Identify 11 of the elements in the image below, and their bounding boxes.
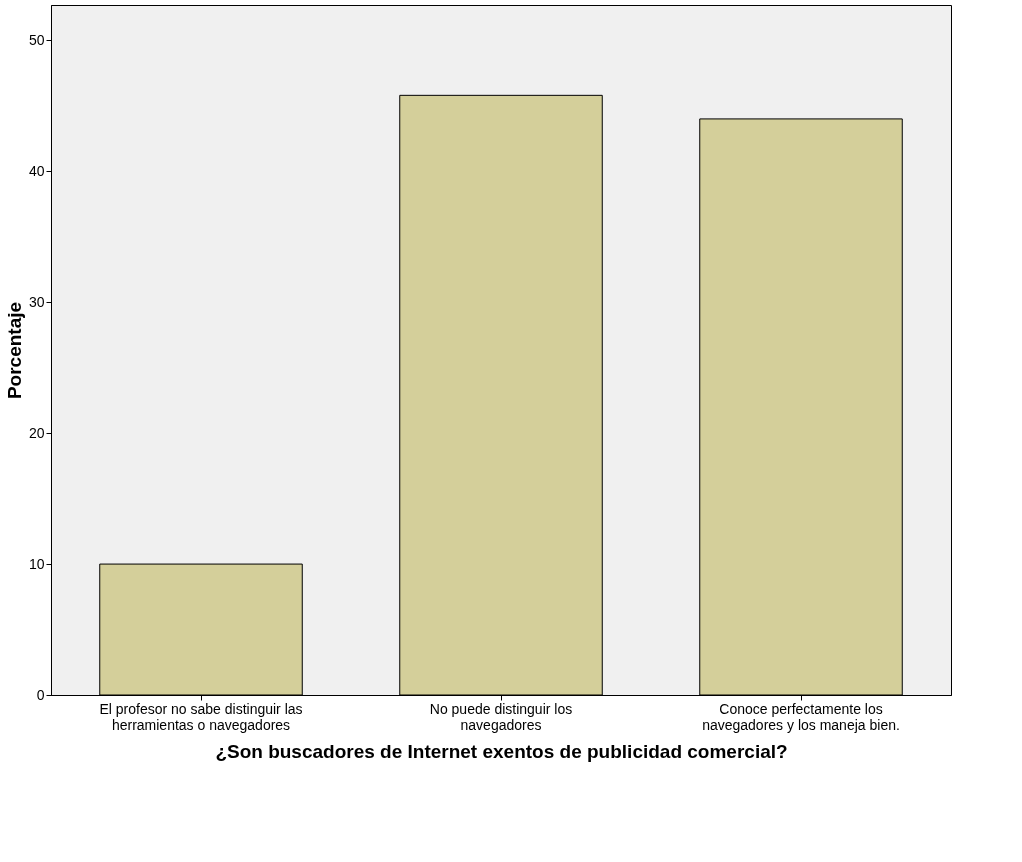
y-tick-label: 20 bbox=[28, 424, 45, 441]
x-tick-label: El profesor no sabe distinguir las herramientas o navegadores bbox=[99, 700, 303, 733]
y-tick-label: 40 bbox=[28, 162, 45, 179]
x-tick-label: Conoce perfectamente los navegadores y los maneja bien. bbox=[702, 700, 900, 733]
x-tick-label: No puede distinguir los navegadores bbox=[429, 700, 573, 733]
y-tick-label: 50 bbox=[28, 31, 45, 48]
y-tick-label: 30 bbox=[28, 293, 45, 310]
x-axis-title: ¿Son buscadores de Internet exentos de publicidad comercial? bbox=[215, 740, 788, 762]
y-axis-title: Porcentaje bbox=[3, 301, 25, 400]
y-tick-label: 0 bbox=[36, 686, 45, 703]
y-tick-label: 10 bbox=[28, 555, 45, 572]
